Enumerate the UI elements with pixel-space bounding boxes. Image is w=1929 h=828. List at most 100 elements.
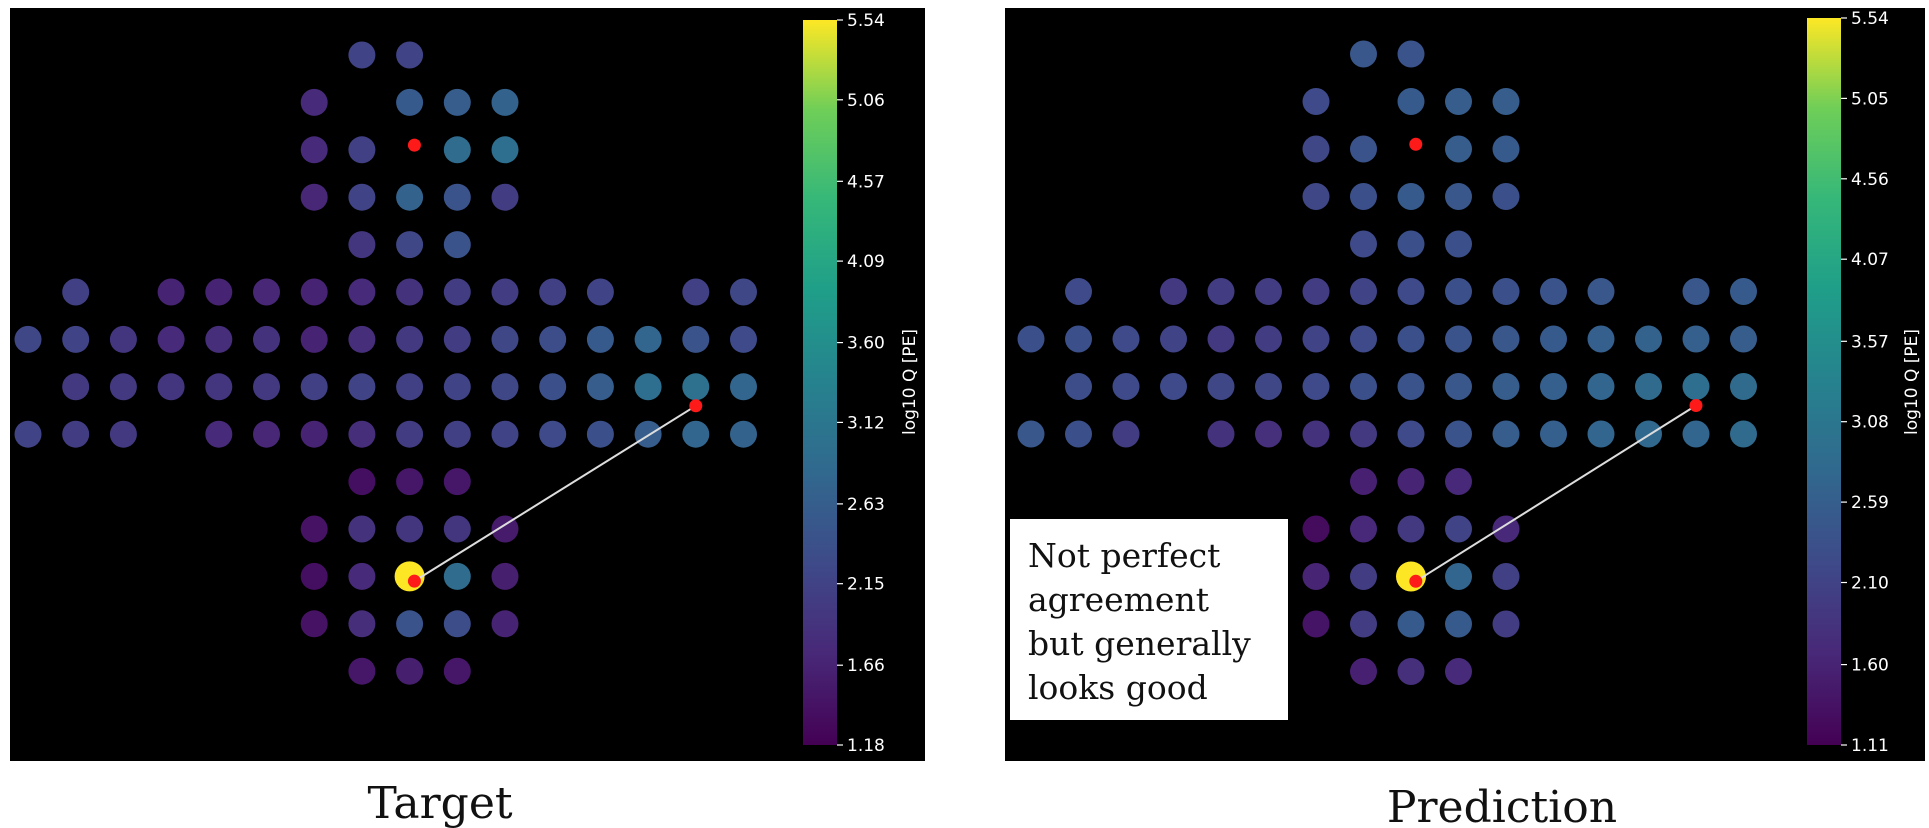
sensor-dot [109, 373, 137, 401]
sensor-dot [300, 373, 328, 401]
sensor-dot [1207, 325, 1235, 353]
sensor-dot [443, 231, 471, 259]
sensor-dot [1397, 88, 1425, 115]
sensor-dot [1445, 515, 1472, 543]
sensor-dot [1730, 373, 1757, 400]
sensor-dot [1397, 40, 1425, 68]
sensor-dot [1540, 373, 1567, 400]
sensor-dot [1017, 325, 1045, 353]
sensor-dot [1540, 325, 1567, 353]
sensor-dot [1397, 610, 1425, 638]
sensor-dot [157, 373, 185, 401]
colorbar-tick-label: 5.05 [1851, 89, 1889, 109]
sensor-dot [348, 562, 376, 590]
sensor-dot [634, 325, 662, 353]
sensor-dot [1492, 373, 1520, 400]
sensor-dot [443, 325, 471, 353]
sensor-dot [348, 468, 376, 496]
sensor-dot [62, 373, 90, 401]
sensor-dot [1017, 420, 1045, 448]
sensor-dot [1396, 561, 1426, 592]
sensor-dot [491, 515, 519, 543]
colorbar-tick-label: 2.15 [847, 575, 885, 595]
sensor-dot [348, 325, 376, 353]
sensor-dot [396, 420, 424, 448]
sensor-dot [300, 278, 328, 306]
colorbar-tick-label: 5.54 [847, 11, 885, 31]
vertex-marker [1409, 137, 1423, 151]
sensor-dot [1682, 325, 1710, 353]
sensor-dot [396, 325, 424, 353]
sensor-dot [62, 325, 90, 353]
sensor-dot [1302, 373, 1330, 400]
sensor-dot [1302, 183, 1330, 210]
sensor-dot [491, 373, 519, 401]
sensor-dot [1350, 610, 1377, 638]
sensor-dot [1302, 420, 1330, 448]
sensor-dot [1397, 278, 1425, 305]
sensor-dot [1255, 420, 1282, 448]
sensor-dot [205, 325, 233, 353]
panel-title-prediction: Prediction [1387, 782, 1617, 828]
sensor-dot [1635, 420, 1662, 448]
sensor-dot [1445, 420, 1472, 448]
colorbar-tick-label: 3.08 [1851, 413, 1889, 433]
sensor-dot [205, 278, 233, 306]
sensor-dot [443, 610, 471, 638]
colorbar-tick-label: 1.11 [1851, 736, 1889, 756]
sensor-dot [109, 325, 137, 353]
colorbar-tick-label: 5.06 [847, 91, 885, 111]
sensor-dot [1207, 278, 1235, 305]
sensor-dot [348, 515, 376, 543]
sensor-dot [1445, 88, 1472, 115]
sensor-dot [1492, 325, 1520, 353]
sensor-dot [396, 468, 424, 496]
sensor-dot [1492, 183, 1520, 210]
sensor-dot [348, 41, 376, 69]
sensor-dot [1397, 183, 1425, 210]
sensor-dot [1065, 373, 1092, 400]
sensor-dot [1730, 325, 1757, 353]
sensor-dot [1160, 373, 1187, 400]
sensor-dot [348, 610, 376, 638]
sensor-dot [586, 420, 614, 448]
sensor-dot [300, 88, 328, 116]
sensor-dot [396, 231, 424, 259]
sensor-dot [396, 278, 424, 306]
sensor-dot [443, 562, 471, 590]
sensor-dot [205, 373, 233, 401]
sensor-dot [1065, 420, 1092, 448]
annotation-line-3: but generally [1028, 624, 1251, 663]
sensor-dot [300, 610, 328, 638]
sensor-dot [396, 373, 424, 401]
sensor-dot [1682, 373, 1710, 400]
sensor-dot [1207, 373, 1235, 400]
sensor-dot [14, 420, 42, 448]
vertex-marker [407, 138, 421, 152]
sensor-dot [443, 420, 471, 448]
colorbar-tick-label: 4.09 [847, 252, 885, 272]
sensor-dot [539, 420, 567, 448]
sensor-dot [205, 420, 233, 448]
sensor-dot [1397, 420, 1425, 448]
colorbar-tick-label: 2.63 [847, 495, 885, 515]
colorbar-tick-label: 1.66 [847, 656, 885, 676]
sensor-dot [1112, 325, 1140, 353]
sensor-dot [586, 325, 614, 353]
sensor-dot [253, 325, 280, 353]
sensor-dot [14, 325, 42, 353]
sensor-dot [348, 183, 376, 211]
sensor-dot [586, 278, 614, 306]
sensor-dot [443, 88, 471, 116]
sensor-dot [730, 373, 757, 401]
sensor-dot [348, 420, 376, 448]
sensor-dot [491, 136, 519, 164]
sensor-dot [396, 183, 424, 211]
sensor-dot [634, 420, 662, 448]
sensor-dot [1112, 373, 1140, 400]
sensor-dot [253, 278, 280, 306]
sensor-dot [539, 373, 567, 401]
sensor-dot [300, 515, 328, 543]
sensor-dot [396, 515, 424, 543]
